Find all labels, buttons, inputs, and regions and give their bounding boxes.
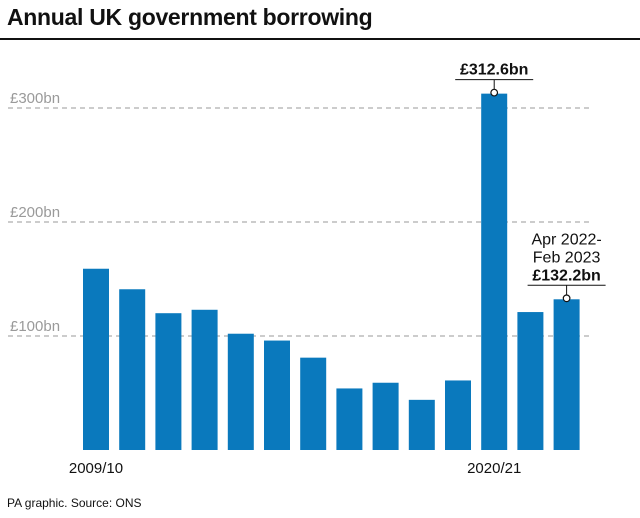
bar-2009-10 [83, 268, 109, 450]
bar-2012-13 [191, 309, 218, 450]
annotation-label: Feb 2023 [533, 249, 601, 266]
source-note: PA graphic. Source: ONS [7, 496, 142, 510]
bar-2017-18 [372, 382, 399, 450]
x-tick-label: 2020/21 [467, 460, 521, 477]
x-tick-label: 2009/10 [69, 460, 123, 477]
bar-2021-22 [517, 312, 544, 450]
bar-2019-20 [445, 380, 471, 450]
chart-plot: £100bn £200bn £300bn 2009/10 2020/21 £312.6b… [8, 62, 606, 477]
y-tick-label: £100bn [10, 318, 60, 335]
bar-2020-21 [481, 93, 508, 451]
bar-2010-11 [119, 289, 146, 450]
chart-title: Annual UK government borrowing [7, 4, 373, 30]
y-tick-label: £300bn [10, 90, 60, 107]
title-divider [0, 38, 640, 40]
bar-2013-14 [227, 333, 254, 450]
bar-2014-15 [264, 340, 290, 450]
annotation-label: Apr 2022- [531, 231, 601, 248]
y-tick-label: £200bn [10, 204, 60, 221]
bar-2018-19 [408, 399, 435, 450]
bar-2016-17 [336, 388, 363, 450]
bar-2011-12 [155, 313, 182, 450]
annotation-marker [562, 294, 571, 303]
annotation-marker [490, 88, 499, 97]
bar-apr-2022-feb-2023 [553, 299, 580, 450]
annotation-value: £312.6bn [460, 62, 528, 79]
bar-2015-16 [300, 357, 327, 450]
annotation-value: £132.2bn [532, 267, 600, 284]
